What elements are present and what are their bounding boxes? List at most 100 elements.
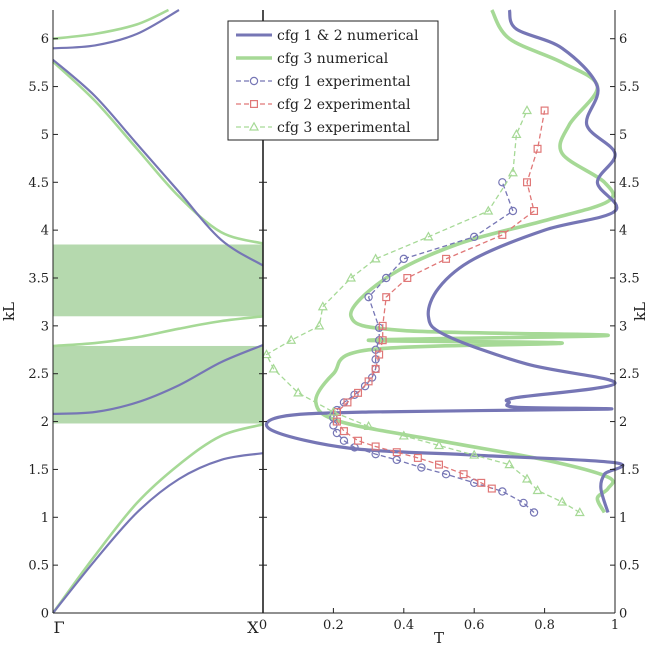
- cfg1-experimental-point: [498, 178, 507, 187]
- band-structure-panel: [51, 8, 264, 614]
- cfg3-experimental-point: [504, 459, 515, 469]
- left-ytick-label: 5: [41, 128, 49, 143]
- left-ytick-label: 1: [41, 511, 49, 526]
- xtick-label: 0.4: [393, 618, 414, 633]
- legend-marker: [250, 99, 259, 108]
- legend-label: cfg 2 experimental: [277, 97, 411, 113]
- right-ytick-label: 0.5: [619, 559, 640, 574]
- cfg3-experimental-point: [286, 334, 297, 344]
- cfg3-experimental-point: [469, 449, 480, 459]
- cfg3-experimental-point: [433, 440, 445, 450]
- cfg2-experimental-point: [533, 144, 542, 153]
- cfg2-experimental-point: [435, 460, 444, 469]
- cfg12-branch-3: [52, 58, 264, 267]
- xtick-label: 0: [259, 618, 267, 633]
- cfg3-experimental-line: [265, 110, 581, 514]
- cfg1-experimental-point: [399, 254, 408, 264]
- bandgap-2: [53, 244, 263, 317]
- left-ytick-label: 3: [41, 319, 49, 334]
- left-ytick-label: 0.5: [28, 559, 49, 574]
- right-ytick-label: 3.5: [619, 272, 640, 287]
- cfg2-experimental-point: [364, 377, 373, 386]
- cfg3-experimental-point: [483, 205, 494, 215]
- legend-label: cfg 1 & 2 numerical: [277, 28, 419, 44]
- cfg2-experimental-point: [487, 484, 496, 493]
- xtick-label: 0.2: [323, 618, 344, 633]
- cfg3-experimental-point: [511, 128, 522, 139]
- xtick-label: 0.8: [534, 618, 555, 633]
- legend-label: cfg 3 numerical: [277, 51, 389, 67]
- right-ytick-label: 5.5: [619, 80, 640, 95]
- cfg3-experimental-point: [532, 485, 543, 495]
- cfg3-experimental-point: [363, 420, 374, 430]
- cfg3-experimental-point: [345, 272, 357, 282]
- cfg3-experimental-point: [268, 363, 279, 373]
- xtick-label: 1: [611, 618, 619, 633]
- cfg12-branch-1: [52, 452, 264, 614]
- cfg12-branch-2: [52, 343, 264, 415]
- right-ytick-label: 4.5: [619, 176, 640, 191]
- cfg1-experimental-point: [364, 292, 373, 302]
- cfg2-experimental-point: [442, 254, 451, 263]
- right-ytick-label: 4: [619, 224, 627, 239]
- transmission-panel: [261, 9, 625, 517]
- xtick-label: 0.6: [464, 618, 485, 633]
- cfg3-branch-2: [52, 315, 264, 348]
- cfg3-branch-4: [52, 8, 170, 40]
- axes-layer: 0 0.5 1 1.5 2 2.5 3 3.5 4 4.5 5 5.5 6 0 0.5 1 1.5 2 2.5 3 3.…: [0, 10, 649, 646]
- cfg3-experimental-point: [370, 253, 381, 263]
- left-ytick-label: 3.5: [28, 272, 49, 287]
- cfg3-experimental-point: [314, 320, 325, 330]
- cfg3-experimental-point: [521, 473, 533, 483]
- left-ytick-label: 2: [41, 415, 49, 430]
- right-ytick-label: 1.5: [619, 463, 640, 478]
- cfg3-experimental-point: [398, 430, 409, 440]
- cfg2-experimental-point: [343, 398, 352, 407]
- cfg3-numerical-curve: [313, 9, 616, 514]
- cfg2-experimental-point: [459, 470, 468, 479]
- cfg2-experimental-point: [371, 364, 380, 373]
- cfg3-experimental-point: [293, 387, 304, 397]
- left-ytick-label: 1.5: [28, 463, 49, 478]
- cfg2-experimental-point: [477, 478, 486, 487]
- left-ytick-label: 2.5: [28, 367, 49, 382]
- legend-marker: [248, 121, 260, 131]
- cfg3-branch-3: [52, 60, 264, 245]
- cfg2-experimental-point: [413, 453, 422, 462]
- cfg2-experimental-point: [354, 388, 363, 397]
- cfg2-experimental-point: [378, 321, 387, 330]
- cfg3-experimental-point: [261, 349, 272, 359]
- cfg3-experimental-point: [317, 301, 328, 311]
- cfg3-experimental-point: [507, 167, 518, 177]
- cfg1-experimental-point: [441, 470, 451, 479]
- legend-label: cfg 1 experimental: [277, 74, 411, 90]
- right-ytick-label: 5: [619, 128, 627, 143]
- x-point-label: X: [247, 618, 259, 637]
- right-ytick-label: 1: [619, 511, 627, 526]
- cfg3-experimental-point: [557, 496, 568, 506]
- legend-marker: [249, 76, 259, 86]
- cfg3-experimental-point: [328, 406, 339, 416]
- cfg1-experimental-point: [498, 487, 507, 496]
- left-ytick-label: 4: [41, 224, 49, 239]
- ylabel-left: kL: [0, 302, 18, 321]
- cfg2-experimental-point: [332, 417, 341, 426]
- xlabel-t: T: [434, 629, 444, 646]
- right-ytick-label: 6: [619, 32, 627, 47]
- cfg2-experimental-point: [378, 336, 387, 345]
- cfg1-experimental-point: [508, 206, 518, 216]
- cfg3-branch-1: [51, 423, 264, 614]
- ylabel-right: kL: [631, 302, 649, 321]
- right-ytick-label: 3: [619, 319, 627, 334]
- cfg3-experimental-point: [423, 231, 434, 241]
- cfg2-experimental-point: [375, 350, 384, 359]
- right-ytick-label: 0: [619, 607, 627, 622]
- cfg3-experimental-point: [521, 105, 533, 115]
- gamma-label: Γ: [53, 618, 64, 637]
- cfg2-experimental-point: [339, 427, 348, 436]
- left-ytick-label: 0: [41, 607, 49, 622]
- legend: cfg 1 & 2 numerical cfg 3 numerical cfg 1 …: [227, 20, 439, 141]
- cfg1-experimental-point: [332, 428, 342, 438]
- cfg2-experimental-point: [354, 436, 363, 445]
